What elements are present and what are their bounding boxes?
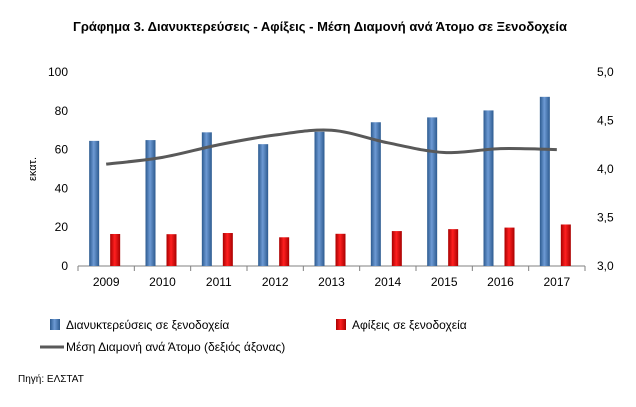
- bar-nights-2009: [89, 140, 100, 266]
- y2-tick-label-1: 3,5: [597, 211, 614, 225]
- chart-title: Γράφημα 3. Διανυκτερεύσεις - Αφίξεις - Μ…: [73, 19, 567, 34]
- y-tick-label-3: 60: [55, 143, 69, 157]
- bar-arrivals-2013: [335, 233, 346, 266]
- y-tick-label-0: 0: [61, 259, 68, 273]
- bar-nights-2012: [258, 144, 269, 266]
- legend-item-nights: Διανυκτερεύσεις σε ξενοδοχεία: [50, 318, 229, 332]
- y-tick-label-4: 80: [55, 104, 69, 118]
- bar-nights-2014: [370, 122, 381, 266]
- legend-label-nights: Διανυκτερεύσεις σε ξενοδοχεία: [66, 318, 229, 332]
- bar-nights-2011: [201, 132, 212, 266]
- y2-tick-label-0: 3,0: [597, 259, 614, 273]
- legend-label-average-stay: Μέση Διαμονή ανά Άτομο (δεξιός άξονας): [66, 340, 285, 354]
- bar-nights-2016: [483, 110, 494, 266]
- x-tick-label-5: 2014: [374, 275, 401, 289]
- bar-arrivals-2014: [391, 231, 402, 266]
- bar-arrivals-2017: [560, 224, 571, 266]
- x-tick-label-3: 2012: [262, 275, 289, 289]
- y2-tick-label-2: 4,0: [597, 162, 614, 176]
- x-tick-label-0: 2009: [93, 275, 120, 289]
- x-tick-label-7: 2016: [487, 275, 514, 289]
- legend-item-average-stay: Μέση Διαμονή ανά Άτομο (δεξιός άξονας): [40, 340, 285, 354]
- legend-item-arrivals: Αφίξεις σε ξενοδοχεία: [336, 318, 467, 332]
- bar-arrivals-2010: [166, 234, 177, 266]
- legend-label-arrivals: Αφίξεις σε ξενοδοχεία: [352, 318, 467, 332]
- y-tick-label-5: 100: [48, 65, 68, 79]
- bar-nights-2010: [145, 140, 156, 266]
- x-tick-label-2: 2011: [206, 275, 232, 289]
- bar-arrivals-2011: [222, 233, 233, 266]
- source-note: Πηγή: ΕΛΣΤΑΤ: [18, 374, 84, 385]
- x-tick-label-8: 2017: [543, 275, 570, 289]
- y-axis-label: εκατ.: [27, 157, 39, 181]
- x-tick-label-6: 2015: [431, 275, 458, 289]
- y-tick-label-1: 20: [55, 220, 69, 234]
- x-tick-label-1: 2010: [149, 275, 176, 289]
- x-tick-label-4: 2013: [318, 275, 345, 289]
- bar-nights-2015: [427, 117, 438, 267]
- y2-tick-label-4: 5,0: [597, 65, 614, 79]
- legend-swatch-nights: [50, 319, 60, 330]
- bar-arrivals-2016: [504, 227, 515, 266]
- y-tick-label-2: 40: [55, 181, 69, 195]
- bar-arrivals-2012: [279, 237, 290, 266]
- bar-nights-2013: [314, 131, 325, 266]
- legend-swatch-arrivals: [336, 319, 346, 330]
- line-average-stay: [105, 128, 557, 166]
- y2-tick-label-3: 4,5: [597, 114, 614, 128]
- bar-arrivals-2009: [110, 233, 121, 266]
- bar-arrivals-2015: [448, 229, 459, 266]
- bar-nights-2017: [539, 96, 550, 266]
